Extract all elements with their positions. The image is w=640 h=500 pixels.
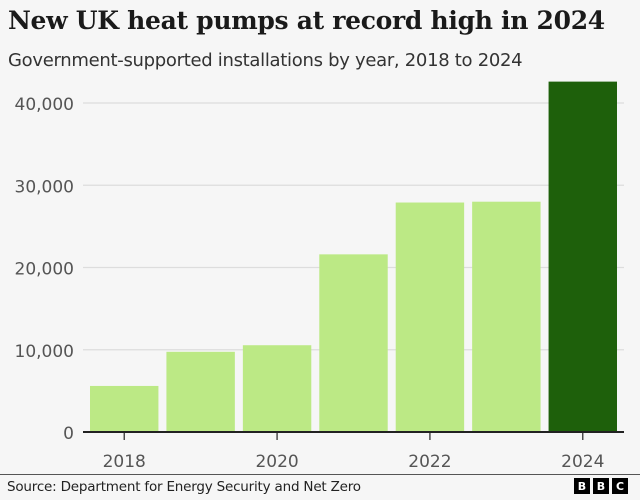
- x-tick-label: 2018: [103, 452, 146, 472]
- bar-2023: [472, 201, 541, 432]
- chart-subtitle: Government-supported installations by ye…: [8, 50, 523, 71]
- chart-title: New UK heat pumps at record high in 2024: [8, 6, 605, 35]
- bar-2018: [90, 385, 159, 432]
- bar-2020: [242, 345, 312, 432]
- bar-2022: [395, 202, 465, 432]
- bar-2024: [548, 81, 617, 433]
- x-tick-label: 2020: [255, 452, 298, 472]
- y-tick-label: 10,000: [15, 342, 74, 362]
- y-tick-label: 0: [63, 424, 74, 444]
- bar-chart: 0 10,000 20,000 30,000 40,000 2018 2020 2022 202…: [15, 81, 624, 472]
- x-tick-label: 2022: [408, 452, 451, 472]
- bbc-logo-letter: B: [593, 478, 609, 494]
- y-tick-label: 30,000: [15, 177, 74, 197]
- bbc-logo-letter: C: [612, 478, 628, 494]
- y-tick-label: 20,000: [15, 260, 74, 280]
- bar-2019: [166, 351, 235, 432]
- source-note: Source: Department for Energy Security a…: [7, 479, 361, 495]
- bbc-logo-letter: B: [574, 478, 590, 494]
- y-tick-label: 40,000: [15, 95, 74, 115]
- footer-divider: [0, 474, 640, 475]
- bar-2021: [319, 254, 388, 432]
- x-tick-label: 2024: [561, 452, 604, 472]
- bbc-logo: B B C: [574, 478, 628, 494]
